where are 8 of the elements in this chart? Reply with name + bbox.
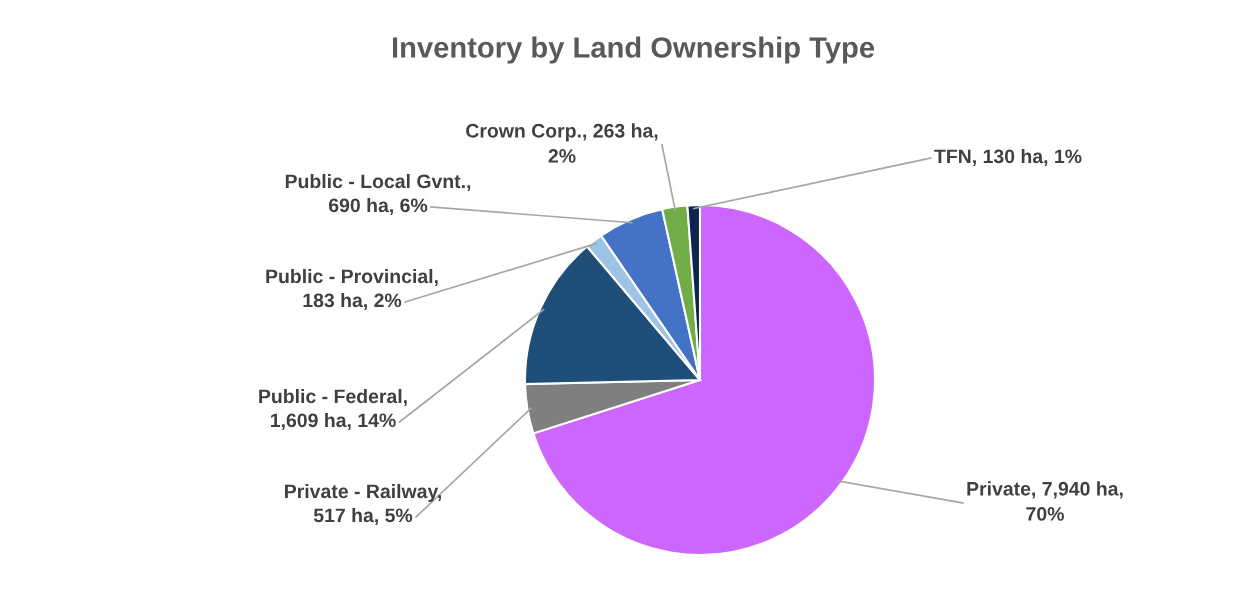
chart-title: Inventory by Land Ownership Type (392, 36, 875, 64)
slice-label: Private - Railway, 517 ha, 5% (285, 483, 441, 526)
slice-label: Public - Federal, 1,609 ha, 14% (259, 388, 407, 431)
slice-label: Public - Provincial, 183 ha, 2% (266, 268, 438, 311)
slice-label: TFN, 130 ha, 1% (934, 148, 1082, 167)
slice-label: Public - Local Gvnt., 690 ha, 6% (285, 173, 471, 216)
slice-label: Crown Corp., 263 ha, 2% (466, 123, 658, 163)
slice-label: Private, 7,940 ha, 70% (967, 481, 1123, 521)
